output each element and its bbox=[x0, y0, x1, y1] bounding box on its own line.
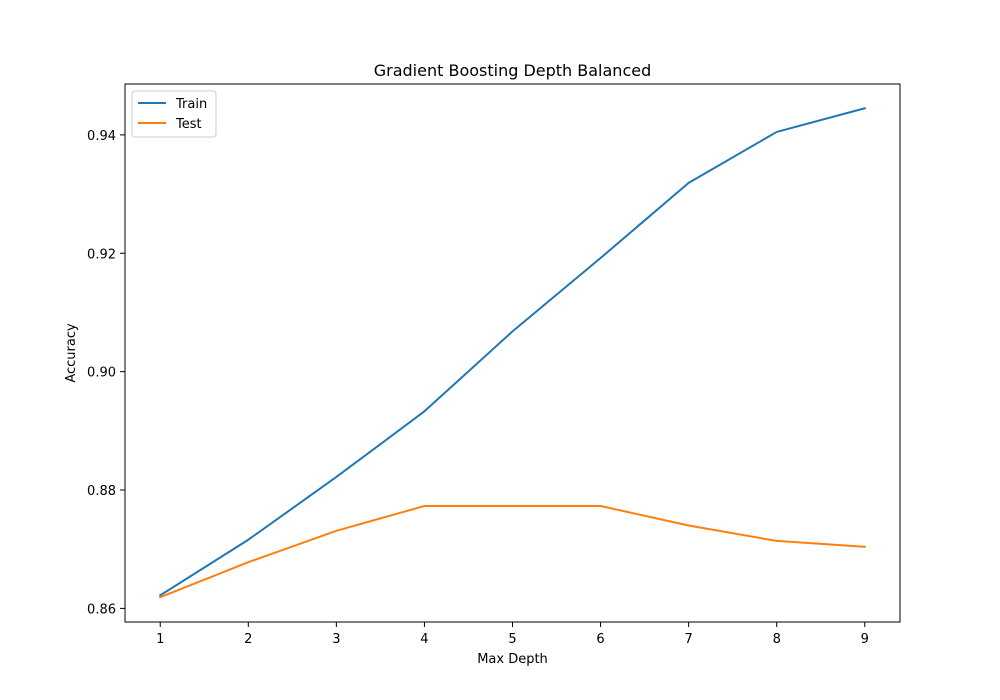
plot-area bbox=[124, 83, 901, 623]
series-line-train bbox=[158, 107, 866, 597]
x-tick-label: 7 bbox=[684, 632, 692, 647]
y-tick-label: 0.94 bbox=[87, 129, 116, 144]
x-tick-label: 2 bbox=[244, 632, 252, 647]
series-lines bbox=[158, 107, 866, 599]
x-tick-label: 8 bbox=[773, 632, 781, 647]
y-tick-label: 0.90 bbox=[87, 366, 116, 381]
legend-label-train: Train bbox=[175, 97, 207, 112]
y-axis-label: Accuracy bbox=[64, 323, 79, 383]
y-tick-label: 0.86 bbox=[87, 602, 116, 617]
x-tick-label: 5 bbox=[508, 632, 516, 647]
legend-label-test: Test bbox=[175, 117, 202, 132]
y-axis-ticks: 0.86 0.88 0.90 0.92 0.94 bbox=[87, 129, 125, 617]
legend: Train Test bbox=[131, 90, 217, 138]
x-tick-label: 3 bbox=[332, 632, 340, 647]
axes-frame bbox=[124, 83, 901, 623]
x-tick-label: 9 bbox=[861, 632, 869, 647]
x-axis-ticks: 1 2 3 4 5 6 7 8 9 bbox=[156, 622, 869, 647]
series-line-test bbox=[158, 505, 866, 599]
y-tick-label: 0.92 bbox=[87, 247, 116, 262]
x-axis-label: Max Depth bbox=[477, 652, 548, 667]
x-tick-label: 6 bbox=[596, 632, 604, 647]
x-tick-label: 1 bbox=[156, 632, 164, 647]
x-tick-label: 4 bbox=[420, 632, 428, 647]
y-tick-label: 0.88 bbox=[87, 484, 116, 499]
chart-title: Gradient Boosting Depth Balanced bbox=[374, 61, 652, 80]
